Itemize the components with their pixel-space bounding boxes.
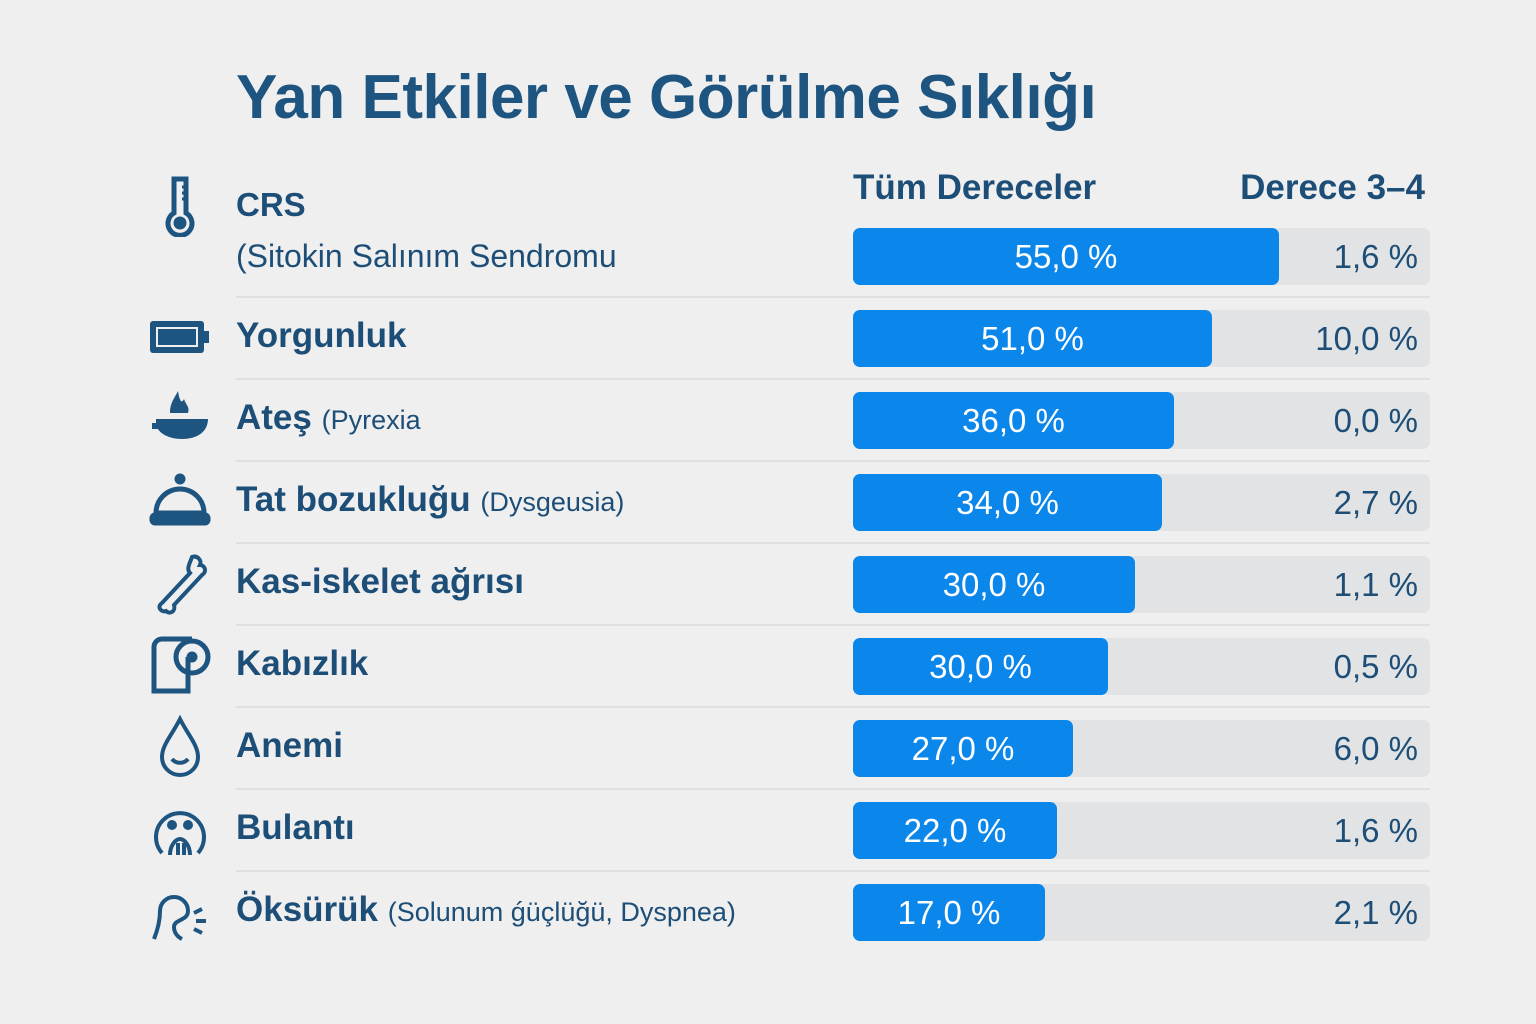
all-grades-bar: 22,0 % — [853, 802, 1057, 859]
bone-icon — [140, 548, 220, 618]
table-row: Kabızlık 30,0 % 0,5 % — [0, 0, 1536, 708]
all-grades-bar: 27,0 % — [853, 720, 1073, 777]
grade-3-4-value: 1,6 % — [1333, 812, 1418, 849]
row-label-main: Anemi — [236, 726, 343, 765]
all-grades-value: 30,0 % — [929, 647, 1032, 685]
table-row: Yorgunluk 51,0 % 10,0 % — [0, 0, 1536, 380]
row-label-main: Kabızlık — [236, 644, 369, 683]
row-label: CRS — [236, 186, 306, 223]
row-divider — [236, 870, 1430, 872]
grade-3-4-value: 1,1 % — [1333, 566, 1418, 603]
bar-track: 30,0 % 0,5 % — [853, 638, 1430, 695]
all-grades-bar: 30,0 % — [853, 638, 1108, 695]
battery-icon — [140, 302, 220, 372]
fire-bowl-icon — [140, 384, 220, 454]
row-divider — [236, 378, 1430, 380]
bar-track: 17,0 % 2,1 % — [853, 884, 1430, 941]
cough-icon — [140, 876, 220, 946]
all-grades-bar: 30,0 % — [853, 556, 1135, 613]
grade-3-4-value: 6,0 % — [1333, 730, 1418, 767]
bar-track: 51,0 % 10,0 % — [853, 310, 1430, 367]
grade-3-4-value: 1,6 % — [1333, 238, 1418, 275]
column-header-all-grades: Tüm Dereceler — [853, 168, 1097, 207]
nausea-face-icon — [140, 794, 220, 864]
row-label-sub: (Pyrexia — [321, 405, 421, 435]
all-grades-bar: 34,0 % — [853, 474, 1162, 531]
all-grades-bar: 17,0 % — [853, 884, 1045, 941]
table-row: Anemi 27,0 % 6,0 % — [0, 0, 1536, 790]
grade-3-4-value: 2,1 % — [1333, 894, 1418, 931]
row-label: Tat bozukluğu (Dysgeusia) — [236, 480, 624, 520]
row-label-main: Yorgunluk — [236, 316, 407, 355]
table-row: CRS (Sitokin Salınım Sendromu 55,0 % 1,6 % — [0, 0, 1536, 298]
grade-3-4-value: 2,7 % — [1333, 484, 1418, 521]
all-grades-bar: 55,0 % — [853, 228, 1279, 285]
table-row: Ateş (Pyrexia 36,0 % 0,0 % — [0, 0, 1536, 462]
all-grades-value: 30,0 % — [942, 565, 1046, 603]
all-grades-value: 22,0 % — [903, 811, 1007, 849]
all-grades-value: 55,0 % — [1014, 237, 1118, 275]
row-divider — [236, 542, 1430, 544]
row-sublabel: (Sitokin Salınım Sendromu — [236, 238, 617, 274]
table-row: Tat bozukluğu (Dysgeusia) 34,0 % 2,7 % — [0, 0, 1536, 544]
thermometer-icon — [140, 170, 220, 240]
row-label: Bulantı — [236, 808, 355, 848]
cloche-icon — [140, 466, 220, 536]
row-label-sub: (Solunum ǵüçlüğü, Dyspnea) — [387, 897, 736, 927]
row-label-sub: (Dysgeusia) — [480, 487, 625, 517]
all-grades-bar: 51,0 % — [853, 310, 1212, 367]
bar-track: 34,0 % 2,7 % — [853, 474, 1430, 531]
drop-icon — [140, 712, 220, 782]
row-label: Öksürük (Solunum ǵüçlüğü, Dyspnea) — [236, 890, 736, 930]
grade-3-4-value: 10,0 % — [1315, 320, 1418, 357]
bar-track: 27,0 % 6,0 % — [853, 720, 1430, 777]
row-label-main: Tat bozukluğu — [236, 480, 471, 519]
row-label: Kas-iskelet ağrısı — [236, 562, 524, 602]
row-label: Yorgunluk — [236, 316, 406, 356]
row-divider — [236, 624, 1430, 626]
row-label-main: Kas-iskelet ağrısı — [236, 562, 524, 601]
all-grades-value: 36,0 % — [962, 401, 1065, 439]
row-divider — [236, 460, 1430, 462]
row-label-main: Bulantı — [236, 808, 355, 847]
column-header-grade-3-4: Derece 3–4 — [1240, 168, 1425, 207]
page-title: Yan Etkiler ve Görülme Sıklığı — [236, 63, 1097, 132]
table-row: Kas-iskelet ağrısı 30,0 % 1,1 % — [0, 0, 1536, 626]
row-divider — [236, 706, 1430, 708]
row-label-main: Öksürük — [236, 890, 378, 929]
all-grades-value: 51,0 % — [981, 319, 1084, 357]
table-row: Öksürük (Solunum ǵüçlüğü, Dyspnea) 17,0 %… — [0, 0, 1536, 941]
all-grades-value: 17,0 % — [897, 893, 1001, 931]
grade-3-4-value: 0,5 % — [1333, 648, 1418, 685]
toilet-paper-icon — [140, 630, 220, 700]
row-divider — [236, 296, 1430, 298]
bar-track: 30,0 % 1,1 % — [853, 556, 1430, 613]
all-grades-value: 27,0 % — [911, 729, 1015, 767]
all-grades-value: 34,0 % — [956, 483, 1059, 521]
row-label-main: Ateş — [236, 398, 312, 437]
row-label: Anemi — [236, 726, 343, 766]
all-grades-bar: 36,0 % — [853, 392, 1174, 449]
row-label: Kabızlık — [236, 644, 368, 684]
bar-track: 36,0 % 0,0 % — [853, 392, 1430, 449]
table-row: Bulantı 22,0 % 1,6 % — [0, 0, 1536, 872]
bar-track: 22,0 % 1,6 % — [853, 802, 1430, 859]
row-label: Ateş (Pyrexia — [236, 398, 421, 438]
grade-3-4-value: 0,0 % — [1333, 402, 1418, 439]
bar-track: 55,0 % 1,6 % — [853, 228, 1430, 285]
row-divider — [236, 788, 1430, 790]
